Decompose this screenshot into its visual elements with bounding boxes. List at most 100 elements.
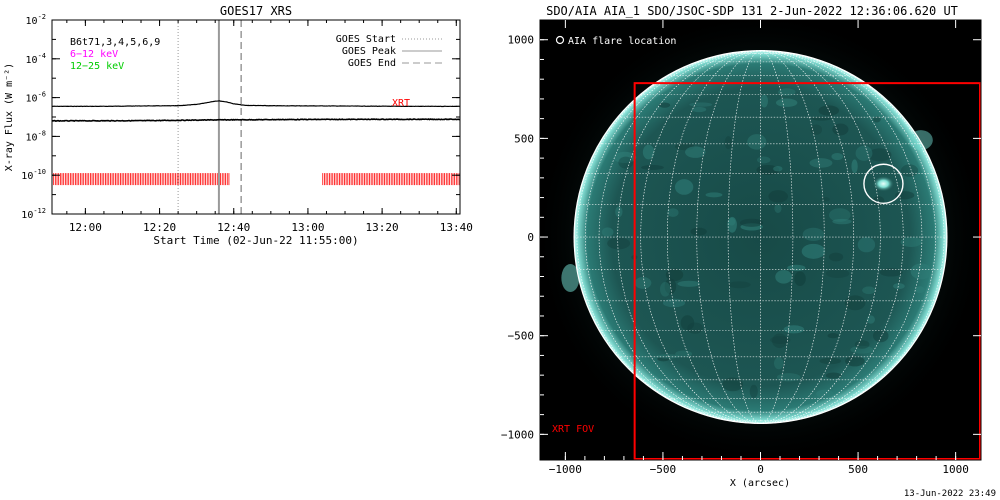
aia-disk-texture [845,355,865,367]
aia-disk-texture [685,146,706,158]
aia-disk-texture [900,236,922,247]
aia-disk-texture [820,197,830,202]
aia-disk-texture [818,105,840,116]
aia-x-axis-label: X (arcsec) [730,478,790,489]
aia-disk-texture [722,377,743,392]
aia-disk-texture [831,152,844,161]
aia-disk-texture [705,192,723,198]
goes-y-tick-label: 10-12 [21,207,46,221]
aia-longitude-line [760,50,936,424]
goes-legend-channel-text: 12−25 keV [70,61,124,72]
goes-x-axis: 12:00 12:20 12:40 13:00 13:20 13:40 [66,20,473,234]
goes-y-axis: 10-2 10-4 10-6 10-8 10-10 10-12 [21,13,460,221]
aia-disk-texture [739,218,764,227]
aia-disk-texture [778,88,796,96]
aia-longitude-line [727,50,761,424]
aia-disk-texture [768,190,788,203]
aia-xrt-fov-box [633,82,981,460]
aia-disk-texture [825,372,842,379]
aia-x-tick-label: 1000 [942,463,969,476]
goes-x-axis-label: Start Time (02-Jun-22 11:55:00) [153,234,358,247]
aia-disk-texture [618,156,634,169]
aia-disk-texture [677,280,701,287]
aia-disk-texture [690,227,707,236]
goes-y-axis-label: X-ray Flux (W m⁻²) [4,63,15,171]
aia-disk-texture [862,286,876,295]
aia-disk-texture [850,345,874,354]
aia-legend-text: AIA flare location [568,36,676,47]
goes-legend-marker-text: GOES Peak [342,46,396,57]
aia-disk-texture [774,204,782,213]
aia-limb-brightening [908,130,933,151]
aia-disk-texture [775,98,798,107]
aia-disk-texture [664,278,677,295]
aia-disk-texture [727,281,751,289]
aia-flare-location-circle [863,163,904,204]
aia-disk-texture [776,373,801,382]
aia-disk-texture [872,329,889,343]
aia-disk-texture [770,336,791,344]
aia-panel: SDO/AIA AIA_1 SDO/JSOC-SDP 131 2-Jun-202… [501,4,982,489]
aia-disk-texture [641,164,664,170]
goes-panel: GOES17 XRS 12:00 12:20 12:40 13:00 13:20 13:4… [4,4,473,247]
goes-plot-area [52,20,460,214]
goes-y-tick-label: 10-10 [21,168,46,182]
aia-y-tick-label: 0 [527,231,534,244]
aia-longitude-line [760,50,854,424]
aia-longitude-line [760,50,794,424]
aia-disk-texture [747,134,767,150]
aia-disk-texture [867,148,892,162]
goes-legend-channel-text: 6−12 keV [70,49,118,60]
xrt-coverage-block [322,173,460,186]
aia-disk-texture [607,237,631,250]
aia-disk-texture [674,179,694,195]
aia-disk-texture [873,116,881,123]
aia-disk-texture [773,165,783,172]
aia-longitude-line [576,50,761,424]
aia-disk-texture [866,315,875,324]
goes-legend-marker-text: GOES Start [336,34,396,45]
aia-longitude-line [617,50,761,424]
aia-disk-texture [895,191,915,200]
aia-longitude-line [760,50,825,424]
aia-x-tick-label: 500 [848,463,868,476]
aia-disk-texture [724,136,733,150]
aia-disk-texture [675,350,693,358]
aia-y-tick-label: −500 [508,330,535,343]
aia-disk-texture [642,144,655,160]
aia-longitude-line [696,50,761,424]
aia-longitude-line [585,50,761,424]
aia-y-tick-label: 1000 [508,34,535,47]
aia-disk-texture [658,102,671,108]
aia-disk-texture [660,281,671,297]
aia-disk-texture [827,333,839,339]
aia-disk-texture [783,325,805,334]
goes-y-tick-label: 10-4 [26,52,46,66]
goes-x-tick-label: 12:00 [69,221,102,234]
aia-longitude-line [667,50,761,424]
aia-disk-texture [756,164,780,176]
aia-disk-texture [832,123,849,136]
aia-disk-texture [760,94,769,108]
aia-disk-texture [854,340,870,349]
aia-disk-texture [910,263,932,280]
aia-disk-texture [657,356,670,362]
aia-disk-texture [656,354,680,359]
goes-x-tick-label: 13:20 [366,221,399,234]
aia-disk-texture [825,269,850,278]
aia-disk-texture [816,389,834,398]
goes-flux-series-2 [52,118,460,123]
goes-xrt-label: XRT [392,98,410,109]
aia-disk-texture [832,218,852,225]
aia-longitude-line [760,50,945,424]
aia-image [540,20,981,460]
footer-timestamp: 13-Jun-2022 23:49 [904,489,996,499]
aia-heliographic-grid [573,50,948,425]
aia-disk-texture [794,271,806,286]
aia-disk-texture [879,268,903,277]
goes-legend-marker-text: GOES End [348,58,396,69]
aia-longitude-line [760,50,881,424]
